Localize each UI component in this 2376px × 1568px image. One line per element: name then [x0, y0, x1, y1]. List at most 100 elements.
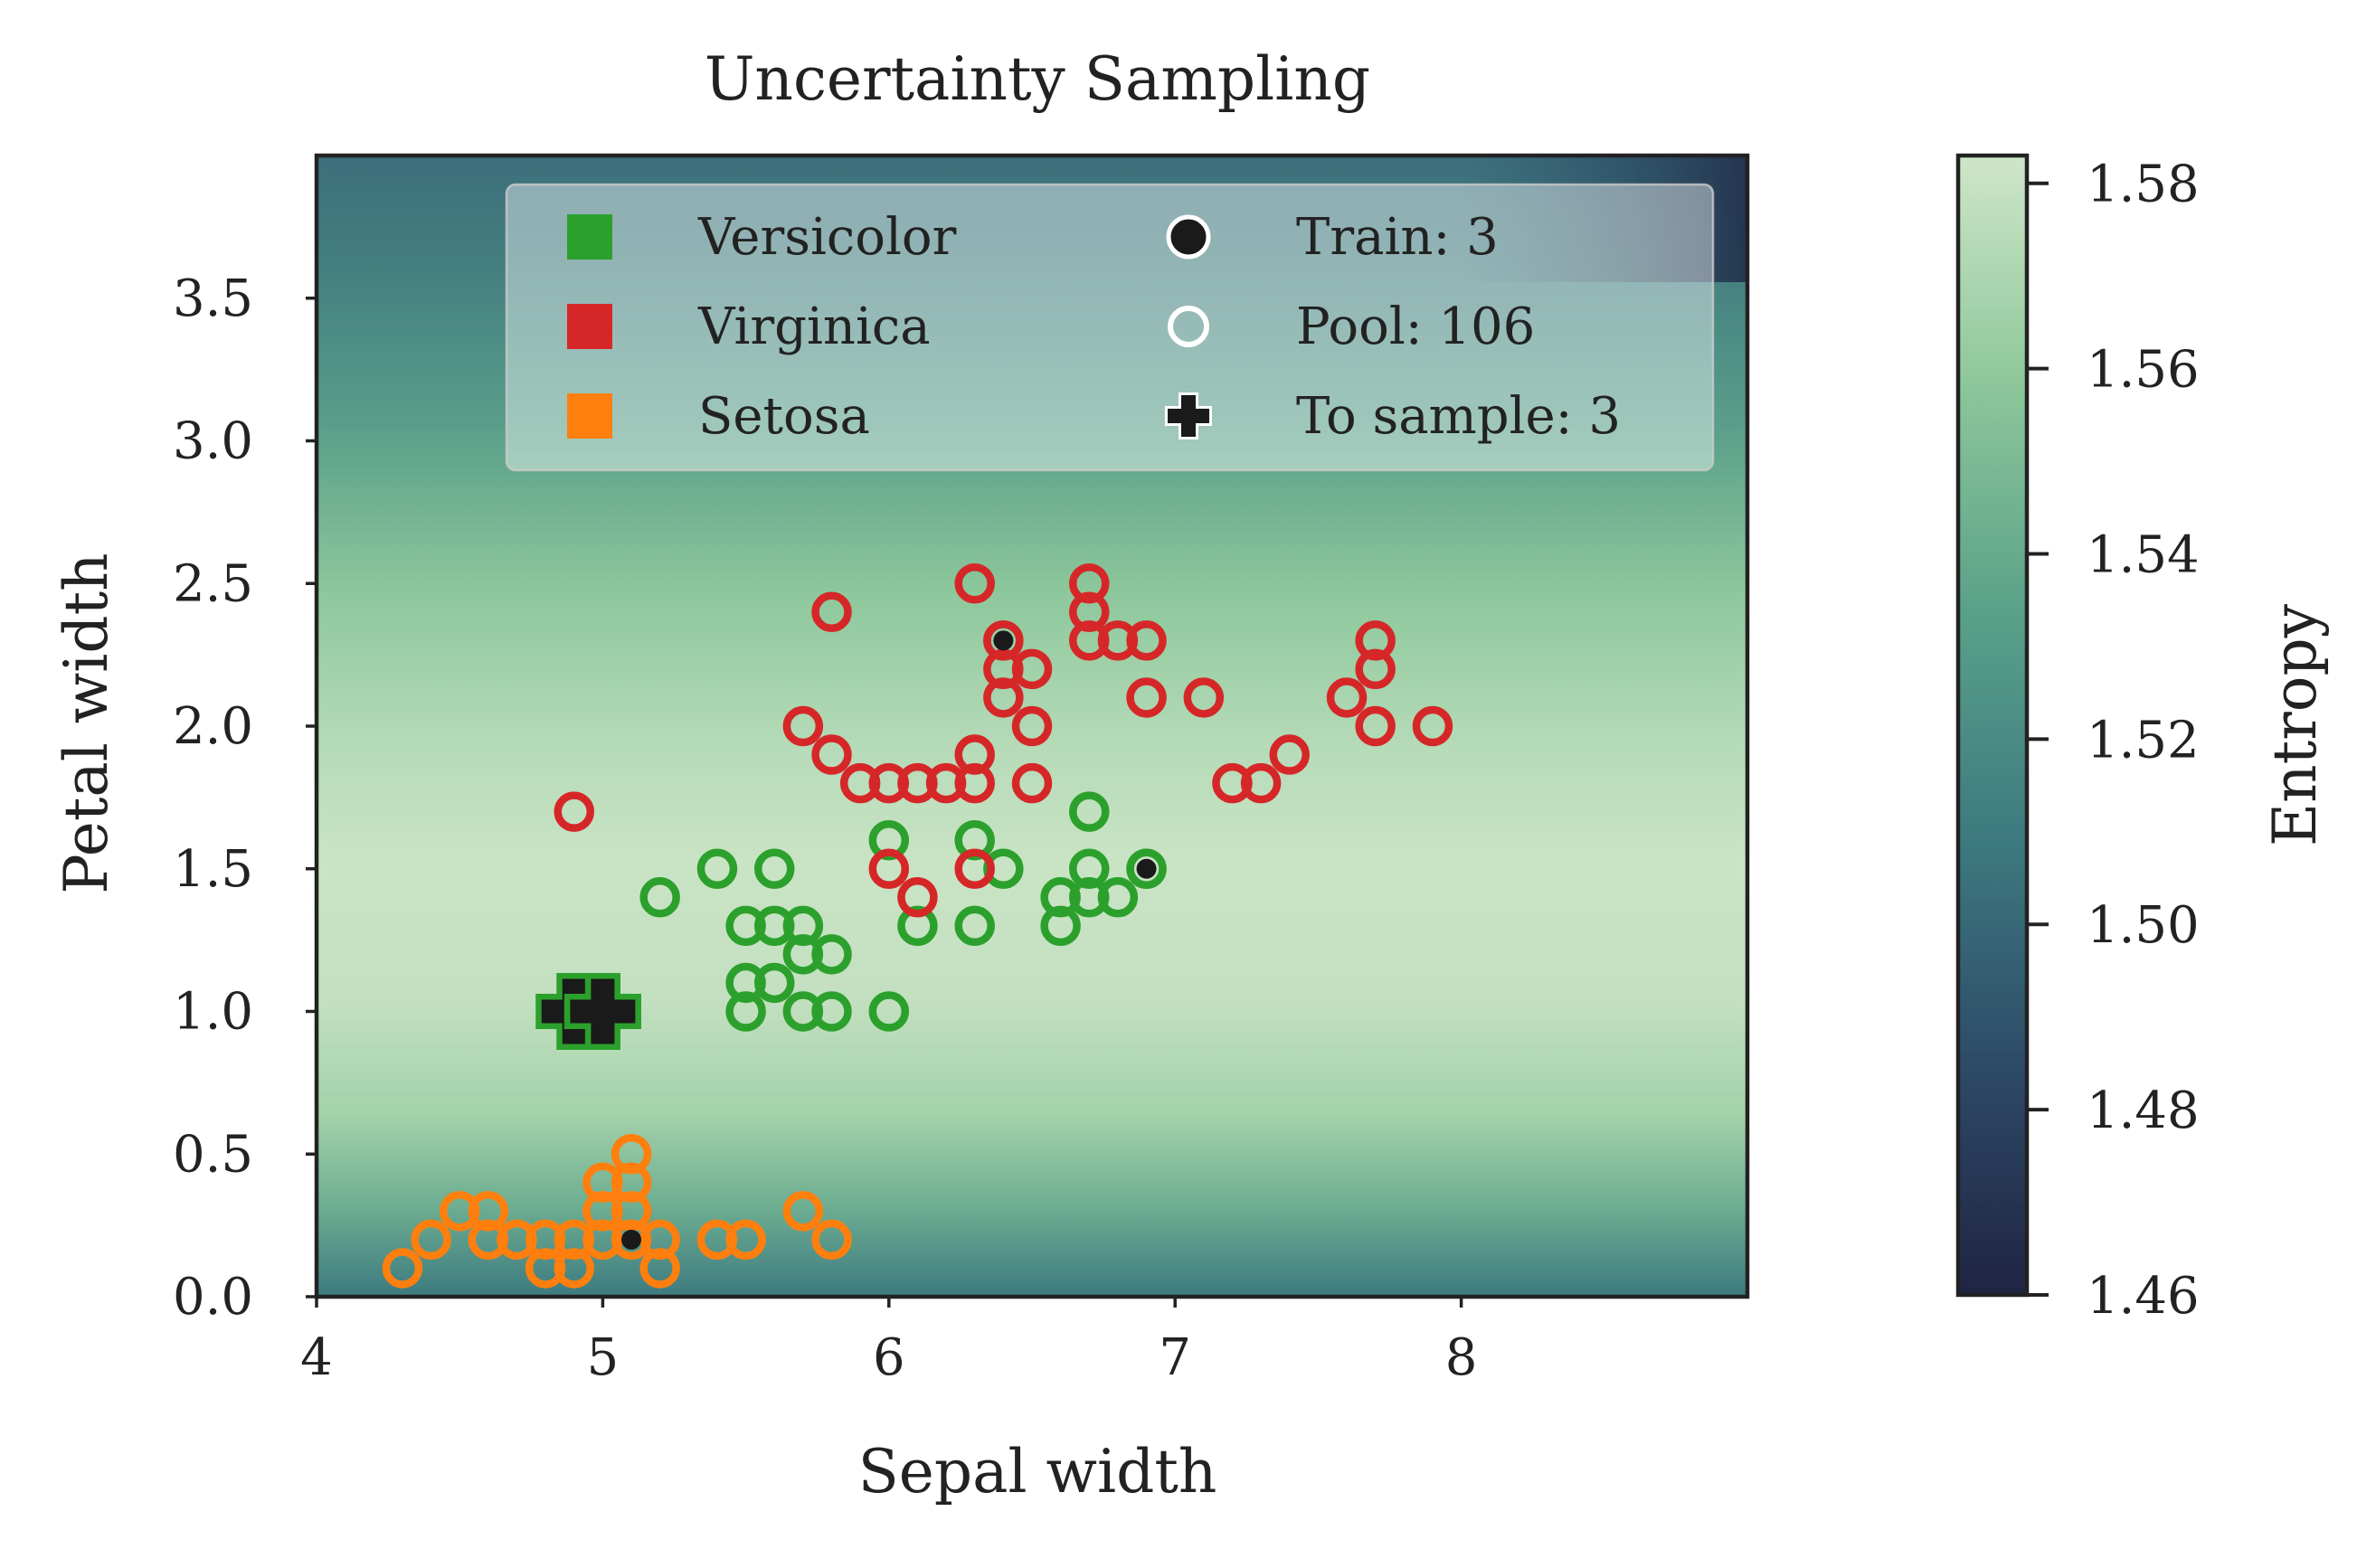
pool-point: [725, 962, 766, 1004]
train-point: [993, 630, 1014, 651]
pool-point: [554, 791, 595, 832]
pool-point: [954, 563, 995, 604]
entropy-heatmap: [317, 156, 1747, 1297]
legend-swatch-setosa: [567, 393, 612, 439]
x-tick-label: 8: [1445, 1328, 1478, 1387]
pool-point: [725, 905, 766, 947]
y-axis-label: Petal width: [52, 553, 121, 893]
legend-swatch-virginica: [567, 304, 612, 349]
legend-label-marker: To sample: 3: [1296, 387, 1621, 446]
pool-point: [868, 819, 910, 861]
legend-marker-to-sample: [1165, 392, 1212, 439]
pool-point: [782, 705, 824, 747]
colorbar: 1.46 1.48 1.50 1.52 1.54 1.56 1.58 Entropy: [1955, 153, 2330, 1326]
pool-point: [639, 1219, 680, 1261]
legend-label-virginica: Virginica: [697, 298, 931, 356]
pool-point: [782, 934, 824, 975]
pool-point: [753, 905, 795, 947]
plot-area: [317, 156, 1747, 1297]
y-tick-label: 0.5: [173, 1125, 253, 1184]
pool-point: [811, 734, 852, 775]
pool-point: [782, 1191, 824, 1232]
pool-point: [811, 991, 852, 1032]
pool-point: [582, 1191, 623, 1232]
pool-point: [753, 848, 795, 889]
pool-point: [925, 762, 967, 804]
pool-point: [954, 762, 995, 804]
data-points: [382, 563, 1453, 1289]
pool-point: [983, 677, 1024, 718]
pool-point: [782, 905, 824, 947]
pool-point: [1355, 620, 1396, 661]
pool-point: [1040, 877, 1081, 918]
pool-point: [1355, 648, 1396, 690]
pool-point: [582, 1219, 623, 1261]
colorbar-tick-label: 1.52: [2087, 711, 2200, 770]
pool-point: [639, 1248, 680, 1289]
pool-point: [782, 991, 824, 1032]
y-axis-ticks: 0.0 0.5 1.0 1.5 2.0 2.5 3.0 3.5: [173, 269, 317, 1327]
y-tick-label: 2.0: [173, 697, 253, 756]
x-axis-label: Sepal width: [858, 1437, 1217, 1507]
pool-point: [1069, 848, 1110, 889]
colorbar-tick-label: 1.46: [2087, 1267, 2200, 1326]
pool-point: [753, 962, 795, 1004]
pool-point: [439, 1191, 480, 1232]
colorbar-tick-label: 1.56: [2087, 341, 2200, 400]
colorbar-tick-label: 1.54: [2087, 525, 2200, 584]
colorbar-tick-label: 1.50: [2087, 896, 2200, 955]
pool-point: [696, 848, 738, 889]
pool-point: [811, 1219, 852, 1261]
legend-box: [505, 183, 1715, 472]
train-point-ring: [611, 1219, 652, 1261]
pool-point: [411, 1219, 451, 1261]
pool-point: [554, 1248, 595, 1289]
pool-point: [611, 1134, 652, 1175]
legend-label-marker: Pool: 106: [1296, 298, 1535, 356]
x-tick-label: 6: [873, 1328, 905, 1387]
pool-point: [554, 1219, 595, 1261]
entropy-heatmap-corner: [317, 156, 1747, 282]
colorbar-ticks: 1.46 1.48 1.50 1.52 1.54 1.56 1.58: [2027, 156, 2200, 1326]
pool-point: [1326, 677, 1368, 718]
pool-point: [1355, 705, 1396, 747]
pool-point: [868, 762, 910, 804]
pool-point: [582, 1162, 623, 1204]
legend-marker-pool: [1168, 306, 1209, 347]
pool-point: [1097, 877, 1139, 918]
train-point: [1136, 858, 1157, 879]
y-tick-label: 1.5: [173, 840, 253, 899]
legend: Versicolor Virginica Setosa Train: 3 Pool: 1…: [505, 183, 1715, 472]
pool-point: [897, 905, 938, 947]
pool-point: [954, 734, 995, 775]
pool-point: [1069, 563, 1110, 604]
pool-point: [1069, 591, 1110, 633]
colorbar-tick-label: 1.58: [2087, 156, 2200, 214]
pool-point: [1240, 762, 1282, 804]
pool-point: [611, 1162, 652, 1204]
legend-label-marker: Train: 3: [1296, 208, 1499, 267]
y-tick-label: 2.5: [173, 554, 253, 613]
train-point: [621, 1229, 642, 1250]
pool-point: [1069, 620, 1110, 661]
pool-point: [897, 762, 938, 804]
pool-point: [897, 877, 938, 918]
x-tick-label: 5: [587, 1328, 620, 1387]
pool-point: [639, 877, 680, 918]
pool-point: [1212, 762, 1253, 804]
to-sample-point: [563, 973, 641, 1050]
pool-point: [954, 819, 995, 861]
pool-point: [1183, 677, 1225, 718]
colorbar-label: Entropy: [2260, 603, 2330, 846]
pool-point: [839, 762, 881, 804]
legend-label-setosa: Setosa: [698, 387, 870, 446]
legend-marker-train: [1166, 214, 1211, 260]
pool-point: [1126, 677, 1167, 718]
legend-swatch-versicolor: [567, 214, 612, 260]
pool-point: [1097, 620, 1139, 661]
pool-point: [468, 1191, 509, 1232]
pool-point: [954, 848, 995, 889]
pool-point: [382, 1248, 423, 1289]
colorbar-tick-label: 1.48: [2087, 1082, 2200, 1140]
